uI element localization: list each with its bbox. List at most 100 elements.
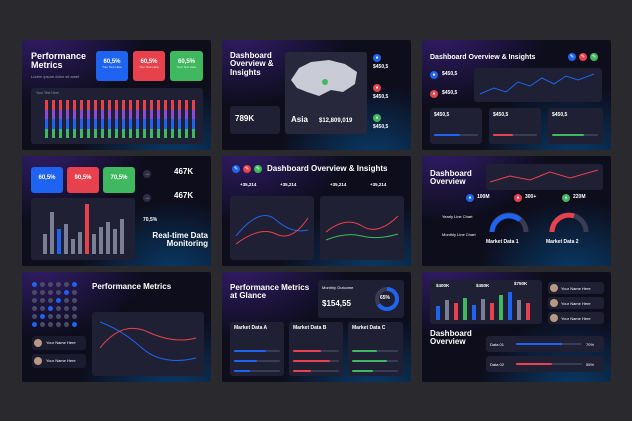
stacked-bar xyxy=(122,100,125,138)
chart-plot xyxy=(436,292,536,320)
slide-performance-metrics[interactable]: Performance Metrics Lorem ipsum dolor si… xyxy=(22,40,211,150)
bar xyxy=(92,234,96,254)
stacked-bar xyxy=(80,100,83,138)
metric-value: $450,5 xyxy=(552,112,568,118)
donut-pct: 65% xyxy=(380,295,391,301)
stat: +35,214 xyxy=(370,182,387,187)
data-label: Data 01 xyxy=(490,342,505,347)
chart-icon: ● xyxy=(373,54,381,62)
chart-icon: ● xyxy=(373,84,381,92)
slide-title: Performance Metrics at Glance xyxy=(230,283,310,301)
matrix-dot xyxy=(48,282,53,287)
slide-title: Dashboard Overview & Insights xyxy=(267,164,388,173)
profile-name: Your Name Here xyxy=(561,286,591,291)
slide-dashboard-map[interactable]: Dashboard Overview & Insights 789K Asia … xyxy=(222,40,411,150)
data-row: Data 02 55% xyxy=(486,356,604,372)
bar xyxy=(508,292,512,320)
bar-value: $450K xyxy=(476,283,490,288)
kpi-value: 60,5% xyxy=(140,59,158,65)
bar xyxy=(120,219,124,254)
stacked-bar-chart: Your Text Here xyxy=(31,88,203,144)
progress-bar xyxy=(234,360,280,362)
slide-dashboard-insights[interactable]: Dashboard Overview & Insights ✎ ✎ ✎ ● $4… xyxy=(422,40,611,150)
slide-performance-dots[interactable]: Performance Metrics Your Name Here Your … xyxy=(22,272,211,382)
matrix-dot xyxy=(64,322,69,327)
edit-icon[interactable]: ✎ xyxy=(579,53,587,61)
kpi-label: Your Text Here xyxy=(176,65,197,69)
matrix-dot xyxy=(64,282,69,287)
matrix-dot xyxy=(56,314,61,319)
market-label: Market Data 2 xyxy=(546,239,579,245)
market-title: Market Data A xyxy=(234,325,268,331)
chart-label: Your Text Here xyxy=(36,91,59,95)
bar xyxy=(481,299,485,320)
data-row: Data 01 70% xyxy=(486,336,604,352)
stacked-bar xyxy=(108,100,111,138)
donut-chart xyxy=(375,287,399,311)
slide-real-time[interactable]: 60,5% 90,5% 70,5% → 467K → 467K 70,5% Re… xyxy=(22,156,211,266)
bar xyxy=(113,229,117,254)
slide-metrics-glance[interactable]: Performance Metrics at Glance Monthly Ou… xyxy=(222,272,411,382)
bar xyxy=(526,303,530,320)
matrix-dot xyxy=(56,298,61,303)
avatar xyxy=(34,357,42,365)
edit-icon[interactable]: ✎ xyxy=(232,165,240,173)
market-card: Market Data C xyxy=(348,322,403,376)
stacked-bar xyxy=(101,100,104,138)
matrix-dot xyxy=(56,322,61,327)
bar xyxy=(50,211,54,254)
stacked-bar xyxy=(171,100,174,138)
edit-icon[interactable]: ✎ xyxy=(590,53,598,61)
progress-bar xyxy=(352,370,398,372)
stat: +35,214 xyxy=(240,182,257,187)
stacked-bar xyxy=(45,100,48,138)
metric-value: $450,5 xyxy=(442,90,458,96)
matrix-dot xyxy=(56,290,61,295)
chart-icon: ● xyxy=(466,194,474,202)
matrix-dot xyxy=(72,306,77,311)
matrix-dot xyxy=(40,290,45,295)
profile-card: Your Name Here xyxy=(548,297,604,309)
slide-dashboard-bars[interactable]: $400K $450K $750K Dashboard Overview You… xyxy=(422,272,611,382)
chart-icon: ● xyxy=(514,194,522,202)
stacked-bar xyxy=(129,100,132,138)
edit-icon[interactable]: ✎ xyxy=(254,165,262,173)
monthly-label: Monthly Line Chart xyxy=(442,232,476,237)
chart-icon: ● xyxy=(373,114,381,122)
edit-icon[interactable]: ✎ xyxy=(568,53,576,61)
data-pct: 55% xyxy=(586,362,595,367)
slide-title: Dashboard Overview xyxy=(430,329,472,347)
bar-chart: $400K $450K $750K xyxy=(430,280,542,324)
stacked-bar xyxy=(115,100,118,138)
monthly-amount: $154,55 xyxy=(322,299,351,308)
slide-title: Performance Metrics xyxy=(92,282,172,291)
matrix-dot xyxy=(40,282,45,287)
line-chart xyxy=(320,196,404,260)
profile-name: Your Name Here xyxy=(46,358,76,363)
line-chart-svg xyxy=(235,215,309,245)
market-title: Market Data B xyxy=(293,325,327,331)
bar-value: $400K xyxy=(436,283,450,288)
matrix-dot xyxy=(32,282,37,287)
progress-bar xyxy=(434,134,478,136)
matrix-dot xyxy=(40,314,45,319)
region-amount: $12,809,019 xyxy=(319,118,353,124)
profile-card: Your Name Here xyxy=(548,312,604,324)
stat-card: 789K xyxy=(230,106,280,134)
slide-overview-lines[interactable]: ✎ ✎ ✎ Dashboard Overview & Insights +35,… xyxy=(222,156,411,266)
bar xyxy=(454,303,458,320)
avatar xyxy=(550,314,558,322)
kpi-value: 60,5% xyxy=(177,59,195,65)
matrix-dot xyxy=(48,298,53,303)
matrix-dot xyxy=(72,322,77,327)
chart-plot xyxy=(43,204,131,254)
chart-plot xyxy=(45,100,197,138)
arrow-icon: → xyxy=(143,194,151,202)
matrix-dot xyxy=(64,298,69,303)
kpi-card-red: 60,5% Your Text Here xyxy=(133,51,165,81)
matrix-dot xyxy=(64,314,69,319)
avatar xyxy=(550,284,558,292)
slide-dashboard-overview[interactable]: Dashboard Overview ● 100M ● 300+ ● 220M … xyxy=(422,156,611,266)
edit-icon[interactable]: ✎ xyxy=(243,165,251,173)
stacked-bar xyxy=(73,100,76,138)
